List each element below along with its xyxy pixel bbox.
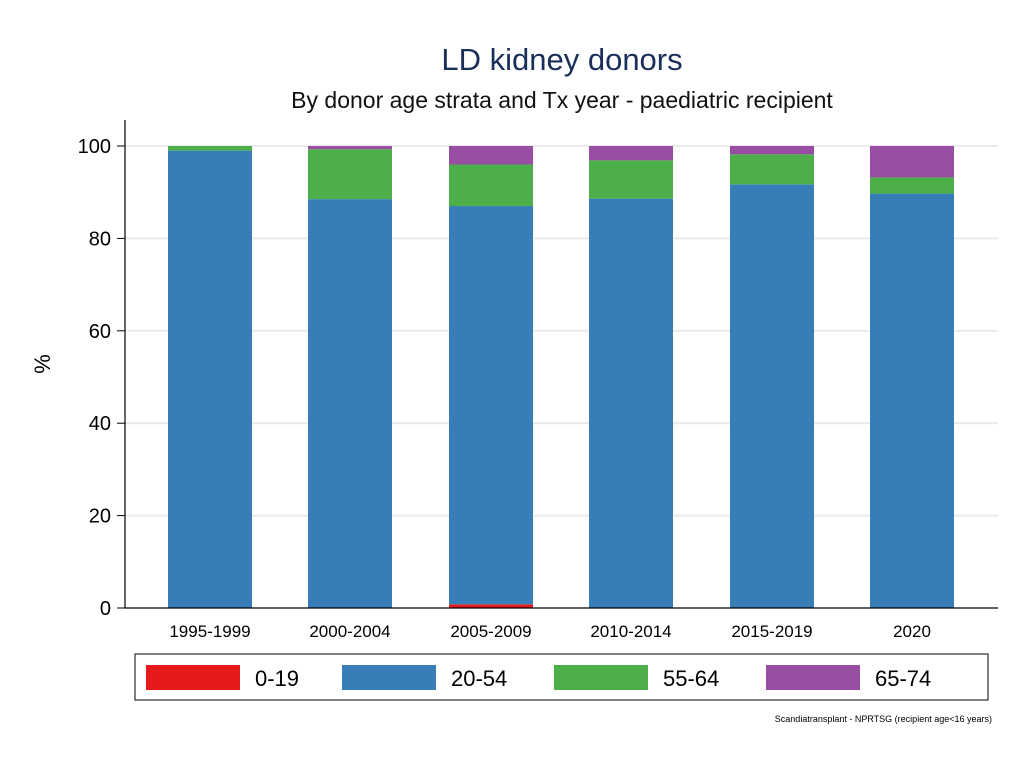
axes [124, 120, 998, 609]
bar-1995-1999-20-54 [168, 150, 252, 608]
y-tick-label-60: 60 [89, 321, 111, 343]
y-tick-label-80: 80 [89, 228, 111, 250]
legend-swatch-65-74 [766, 665, 860, 690]
x-tick-label-2015-2019: 2015-2019 [731, 622, 812, 641]
gridlines [125, 145, 998, 517]
chart-title: LD kidney donors [441, 42, 682, 77]
legend-swatch-0-19 [146, 665, 240, 690]
bar-2020-55-64 [870, 177, 954, 194]
bar-2015-2019-65-74 [730, 146, 814, 155]
source-note: Scandiatransplant - NPRTSG (recipient ag… [775, 714, 992, 724]
y-axis-label: % [30, 354, 55, 374]
bar-2020-20-54 [870, 193, 954, 608]
x-tick-label-2005-2009: 2005-2009 [450, 622, 531, 641]
legend-label-65-74: 65-74 [875, 666, 931, 691]
legend-label-55-64: 55-64 [663, 666, 719, 691]
bar-2000-2004-65-74 [308, 146, 392, 150]
bars [168, 146, 954, 608]
legend-swatch-20-54 [342, 665, 436, 690]
bar-2010-2014-65-74 [589, 146, 673, 161]
tick-labels: 0 20 40 60 80 100 1995-1999 2000-2004 2005-2009 2… [78, 136, 931, 641]
bar-2010-2014-55-64 [589, 160, 673, 199]
bar-2005-2009-0-19 [449, 604, 533, 608]
legend: 0-19 20-54 55-64 65-74 [134, 653, 989, 701]
bar-2005-2009-55-64 [449, 164, 533, 207]
bar-1995-1999-55-64 [168, 146, 252, 151]
y-tick-label-20: 20 [89, 506, 111, 528]
chart-subtitle: By donor age strata and Tx year - paedia… [291, 87, 833, 113]
y-tick-label-0: 0 [100, 598, 111, 620]
bar-2005-2009-20-54 [449, 206, 533, 605]
bar-2015-2019-55-64 [730, 154, 814, 185]
legend-label-0-19: 0-19 [255, 666, 299, 691]
x-tick-label-2010-2014: 2010-2014 [590, 622, 671, 641]
y-tick-label-100: 100 [78, 136, 111, 158]
legend-swatch-55-64 [554, 665, 648, 690]
bar-2015-2019-20-54 [730, 184, 814, 608]
legend-label-20-54: 20-54 [451, 666, 507, 691]
x-tick-label-2020: 2020 [893, 622, 931, 641]
y-tick-label-40: 40 [89, 413, 111, 435]
bar-2005-2009-65-74 [449, 146, 533, 165]
bar-2000-2004-20-54 [308, 199, 392, 608]
x-tick-label-2000-2004: 2000-2004 [309, 622, 390, 641]
bar-2010-2014-20-54 [589, 198, 673, 608]
x-tick-label-1995-1999: 1995-1999 [169, 622, 250, 641]
bar-2020-65-74 [870, 146, 954, 178]
bar-2000-2004-55-64 [308, 149, 392, 200]
